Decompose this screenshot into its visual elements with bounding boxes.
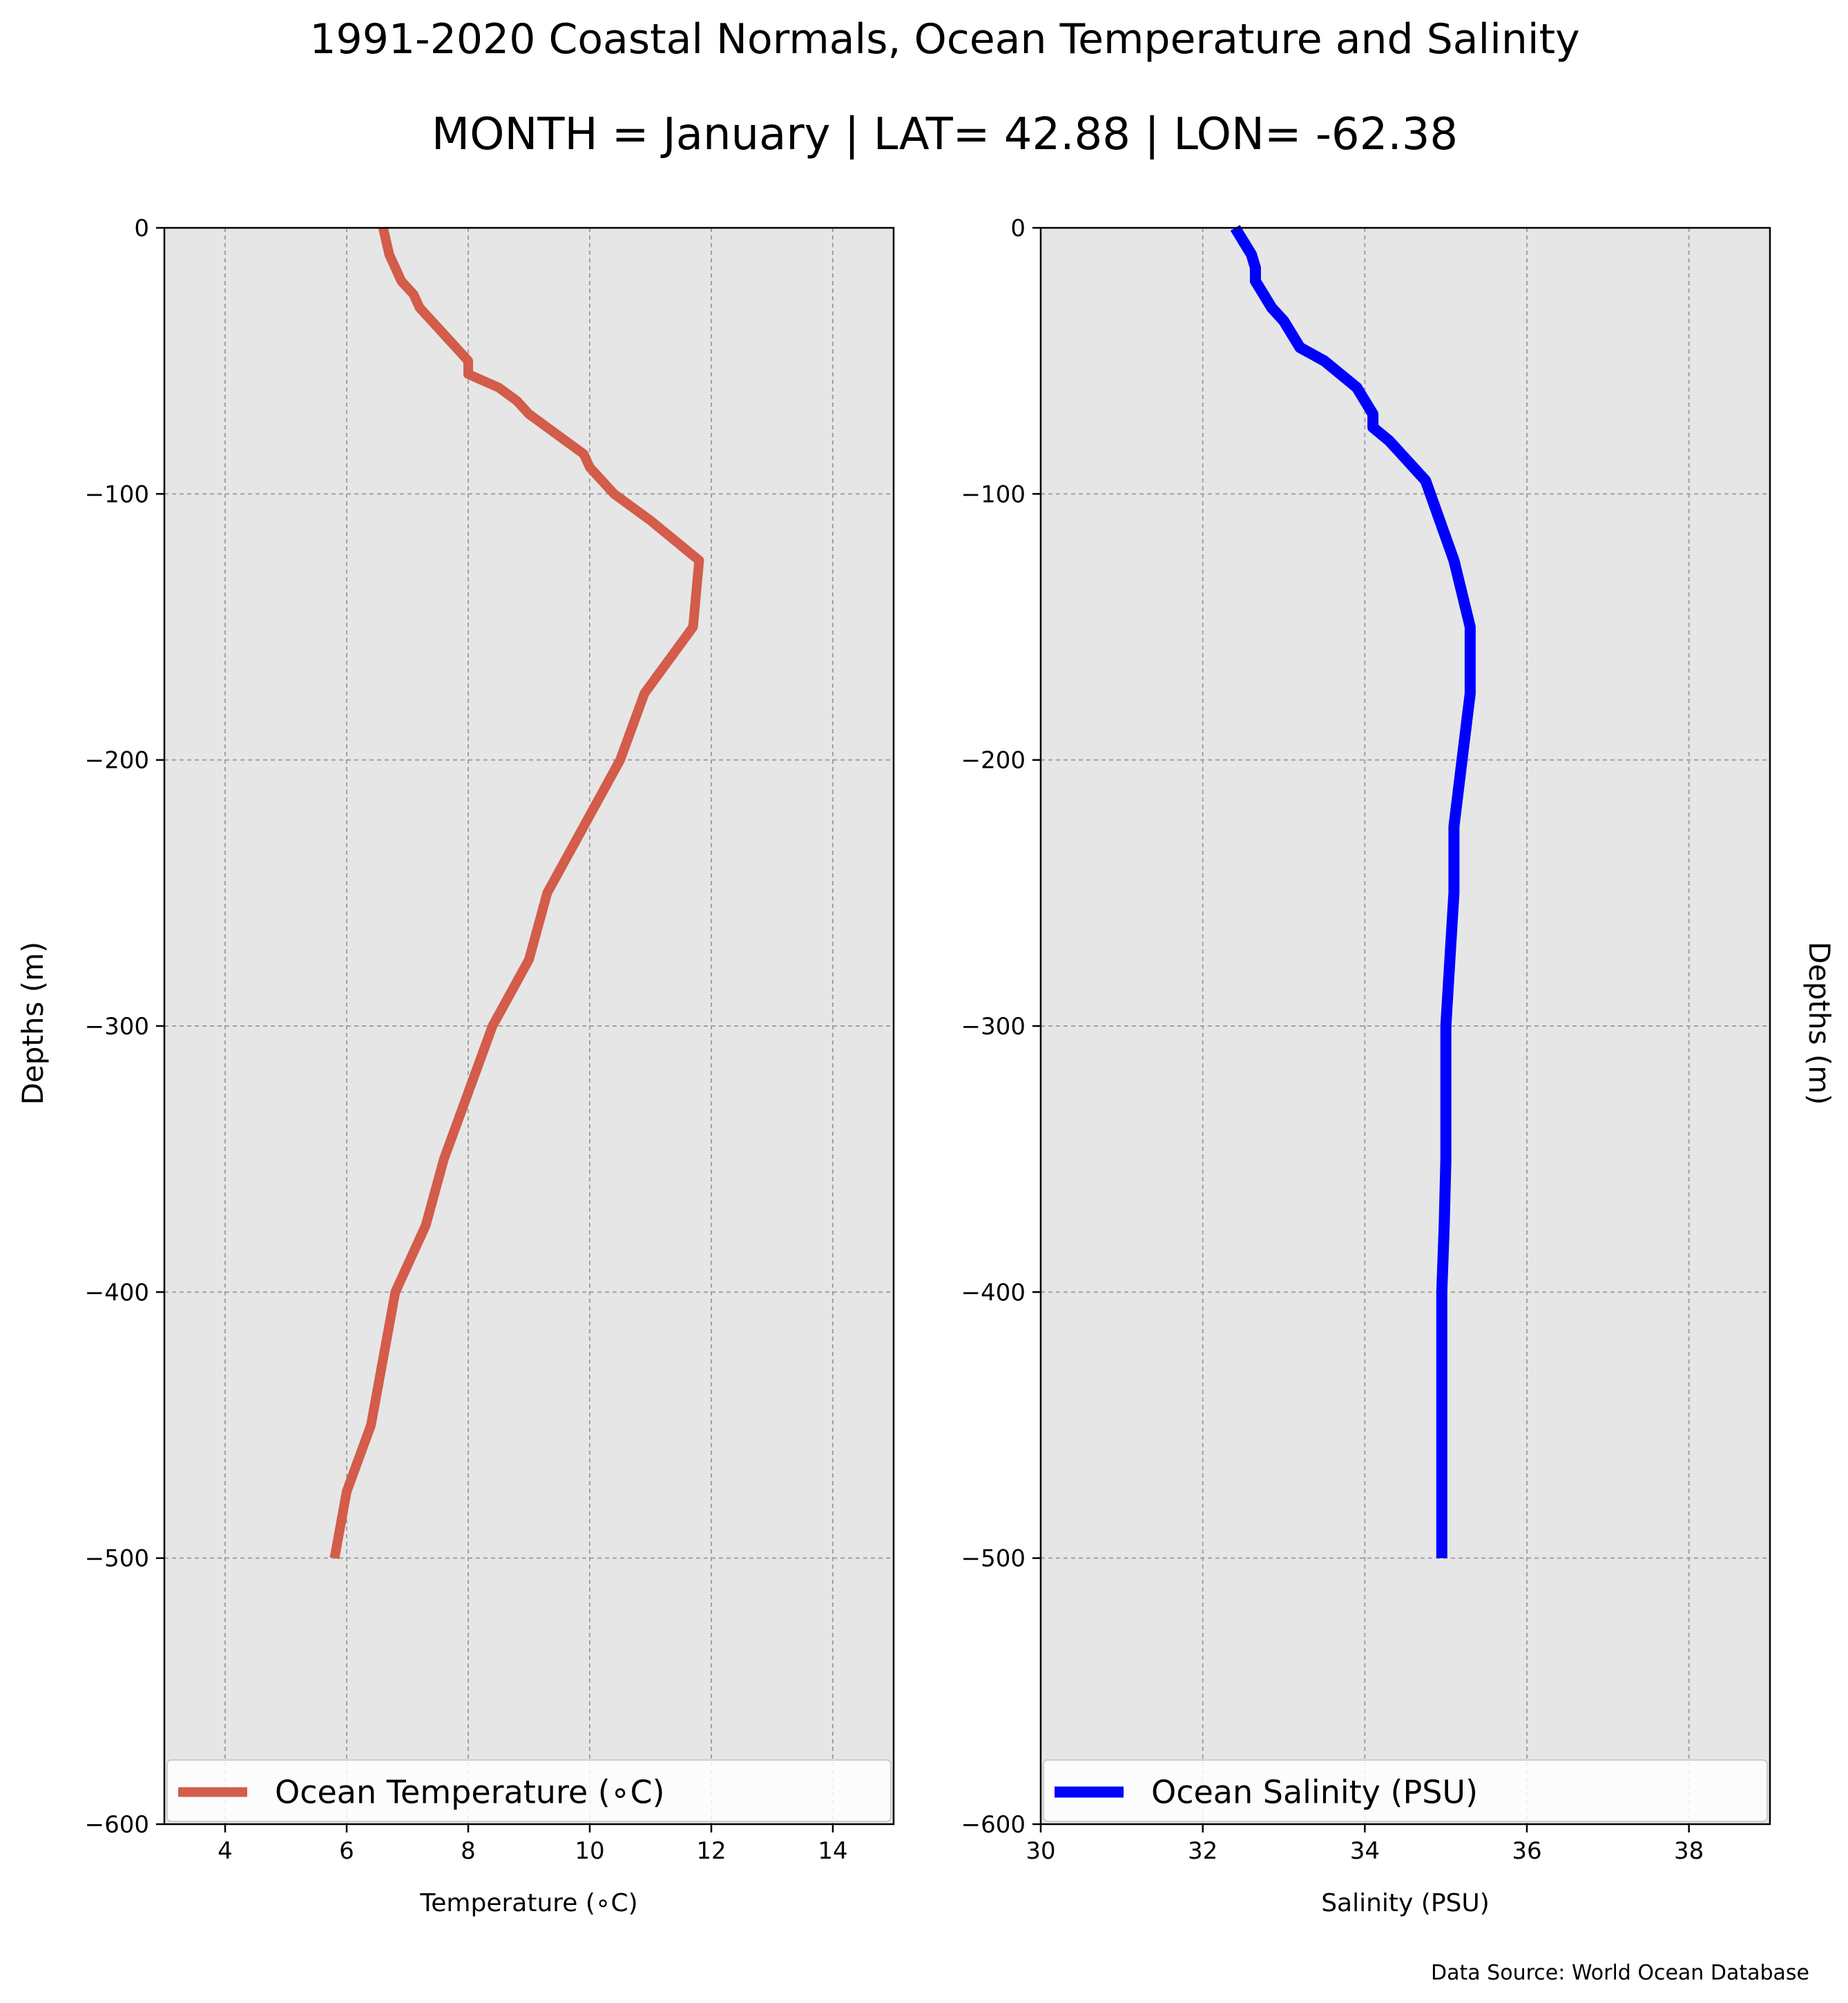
- y-tick-label: −400: [85, 1279, 149, 1306]
- right-y-axis-label: Depths (m): [1802, 942, 1836, 1105]
- y-tick-label: −300: [85, 1013, 149, 1041]
- x-tick-label: 36: [1512, 1837, 1541, 1865]
- y-tick-label: −200: [85, 747, 149, 775]
- x-tick-label: 6: [339, 1837, 354, 1865]
- x-tick-label: 32: [1188, 1837, 1217, 1865]
- y-tick-label: −500: [85, 1545, 149, 1573]
- y-tick-label: −100: [961, 481, 1026, 508]
- y-tick-label: −600: [85, 1811, 149, 1839]
- y-tick-label: −300: [961, 1013, 1026, 1041]
- salinity-panel: Ocean Salinity (PSU) 0 −100 −200 −300 −400 −50…: [961, 215, 1771, 1917]
- legend: Ocean Temperature (∘C): [166, 1759, 892, 1822]
- x-tick-label: 12: [696, 1837, 726, 1865]
- legend-label: Ocean Salinity (PSU): [1151, 1774, 1478, 1811]
- x-tick-label: 34: [1350, 1837, 1380, 1865]
- y-tick-label: −100: [85, 481, 149, 508]
- series-line: [329, 226, 704, 1559]
- x-tick-label: 8: [461, 1837, 476, 1865]
- chart-subtitle: MONTH = January | LAT= 42.88 | LON= -62.…: [431, 109, 1459, 160]
- chart-title: 1991-2020 Coastal Normals, Ocean Tempera…: [309, 15, 1580, 64]
- legend-box: [166, 1759, 892, 1822]
- data-source-note: Data Source: World Ocean Database: [1431, 1961, 1809, 1985]
- legend: Ocean Salinity (PSU): [1043, 1759, 1768, 1822]
- left-y-axis-label: Depths (m): [16, 942, 50, 1105]
- x-tick-label: 14: [818, 1837, 847, 1865]
- x-tick-label: 30: [1026, 1837, 1055, 1865]
- x-axis-label: Salinity (PSU): [1321, 1889, 1490, 1917]
- x-tick-label: 4: [218, 1837, 233, 1865]
- legend-label: Ocean Temperature (∘C): [275, 1774, 665, 1811]
- y-tick-label: 0: [134, 215, 149, 242]
- temperature-panel: Ocean Temperature (∘C) 0 −100 −200 −300 −400 −…: [85, 215, 895, 1917]
- y-tick-label: −600: [961, 1811, 1026, 1839]
- y-tick-label: −500: [961, 1545, 1026, 1573]
- x-tick-label: 10: [575, 1837, 604, 1865]
- series-line: [1230, 224, 1476, 1558]
- legend-box: [1043, 1759, 1768, 1822]
- x-tick-label: 38: [1674, 1837, 1704, 1865]
- y-tick-label: 0: [1010, 215, 1026, 242]
- x-axis-label: Temperature (∘C): [419, 1889, 637, 1917]
- y-tick-label: −400: [961, 1279, 1026, 1306]
- y-tick-label: −200: [961, 747, 1026, 775]
